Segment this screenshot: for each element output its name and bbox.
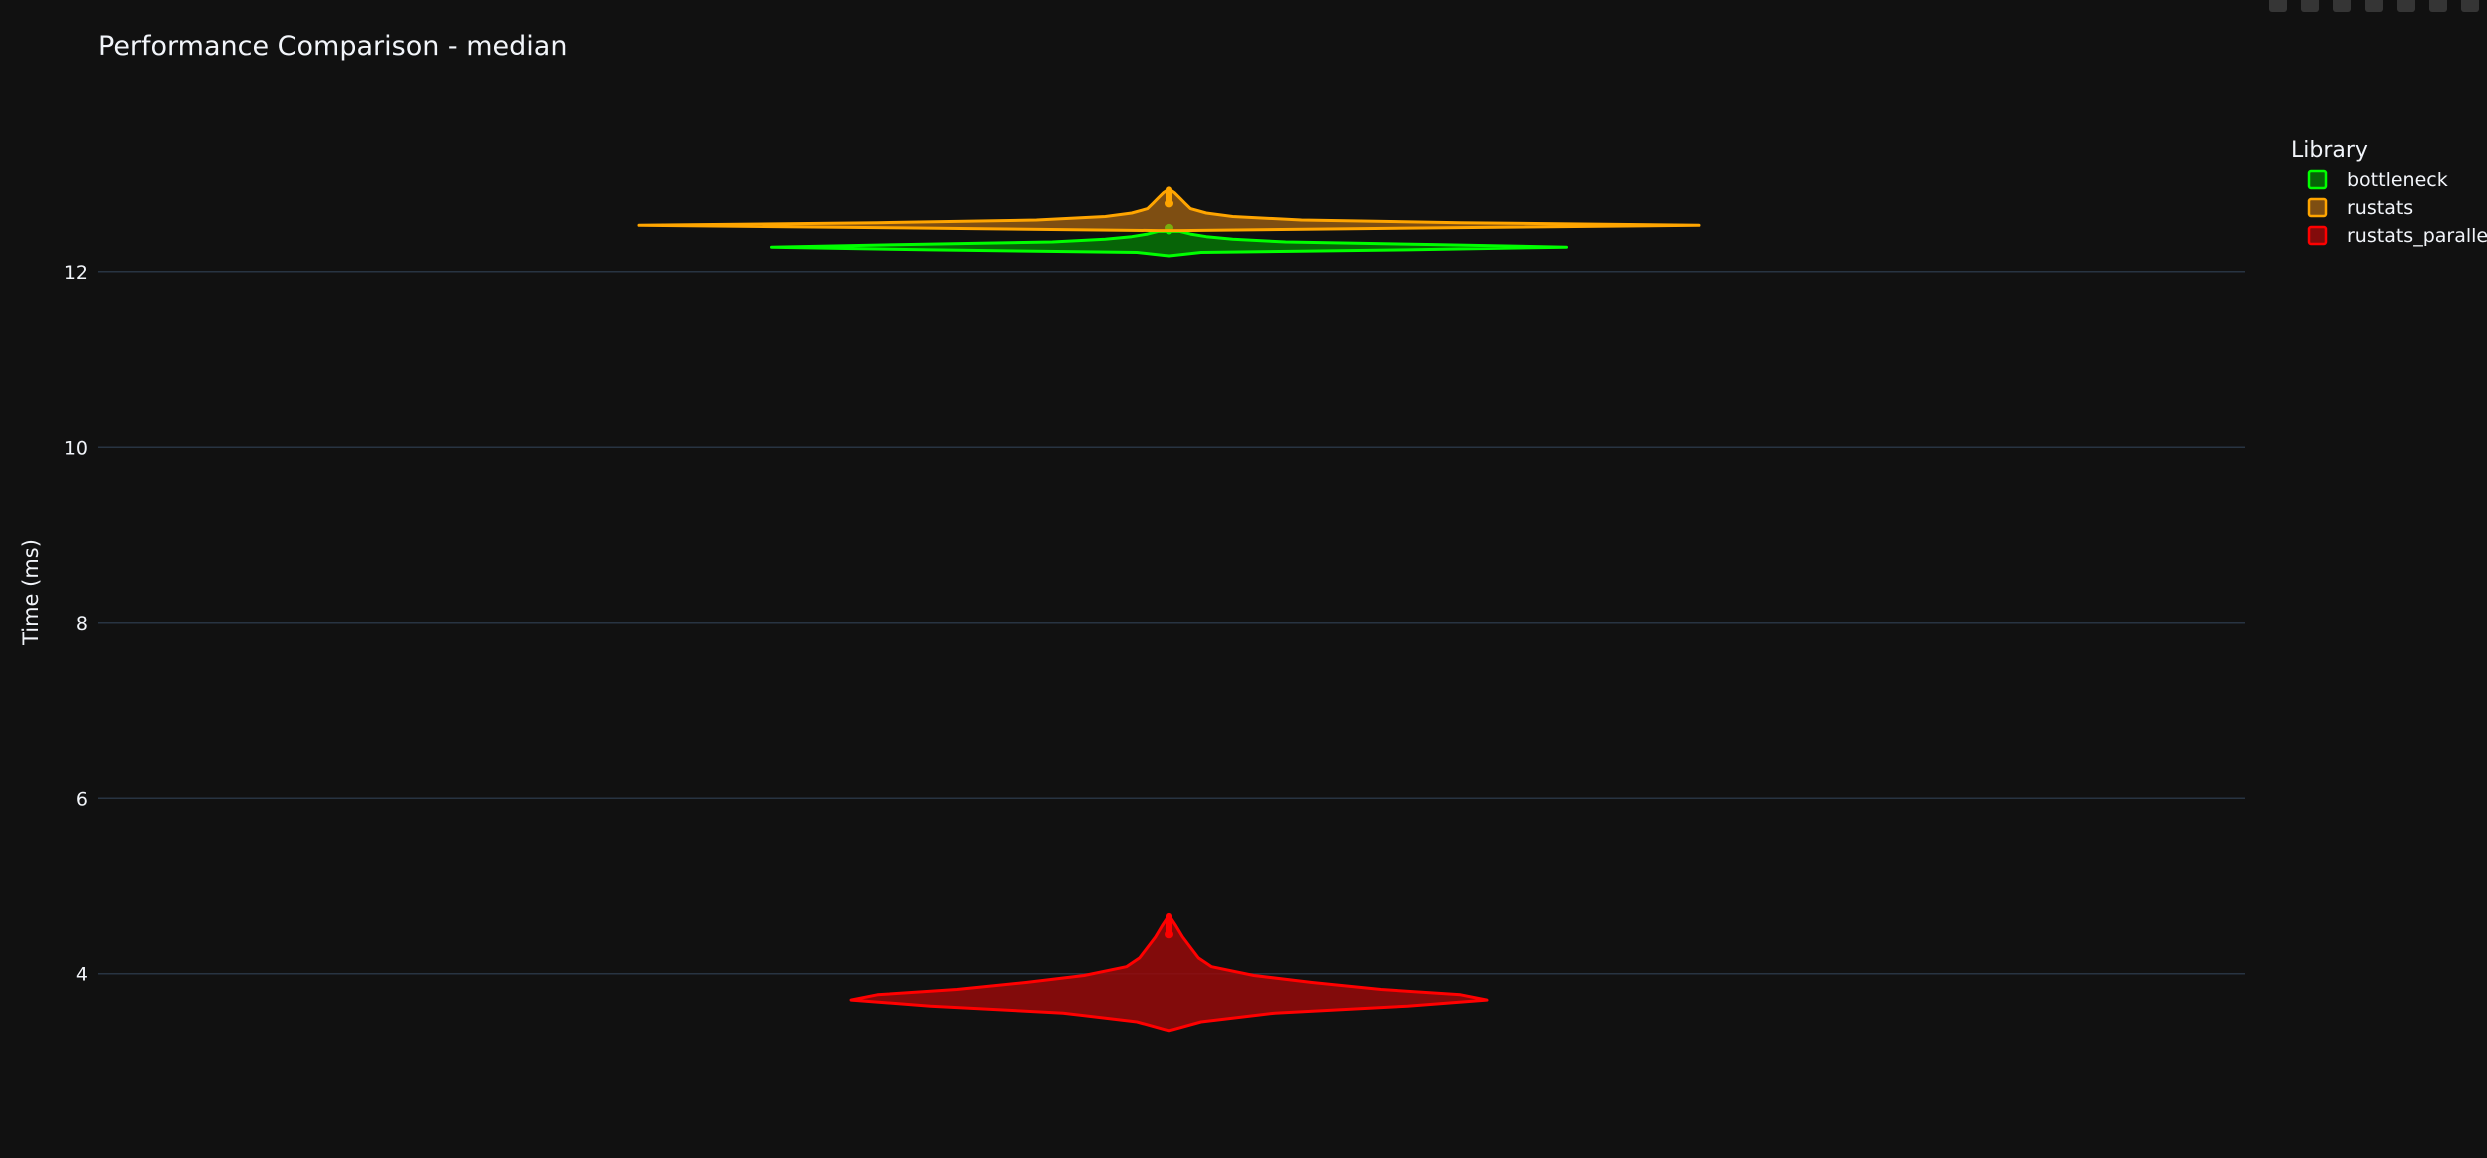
zoom-in-icon[interactable] (2365, 0, 2383, 12)
y-axis-ticks: 4 6 8 10 12 (64, 262, 88, 986)
y-tick-label: 8 (76, 613, 88, 635)
legend: Library bottleneck rustats rustats_paralle… (2291, 138, 2487, 247)
y-tick-label: 10 (64, 437, 88, 459)
chart-title: Performance Comparison - median (98, 31, 567, 62)
y-tick-label: 6 (76, 788, 88, 810)
legend-label-rustats[interactable]: rustats (2347, 197, 2413, 219)
chart-toolbar (2269, 0, 2479, 14)
legend-title: Library (2291, 138, 2368, 163)
pan-icon[interactable] (2333, 0, 2351, 12)
camera-icon[interactable] (2269, 0, 2287, 12)
legend-swatch-bottleneck[interactable] (2307, 169, 2328, 190)
y-tick-label: 12 (64, 262, 88, 284)
violin-plot-area[interactable] (637, 186, 1701, 1033)
legend-label-rustats_parallel[interactable]: rustats_parallel (2347, 225, 2487, 247)
legend-swatch-rustats_parallel[interactable] (2307, 225, 2328, 246)
y-tick-label: 4 (76, 964, 88, 986)
legend-label-bottleneck[interactable]: bottleneck (2347, 169, 2448, 191)
autoscale-icon[interactable] (2429, 0, 2447, 12)
gridlines (98, 271, 2245, 975)
home-icon[interactable] (2461, 0, 2479, 12)
legend-swatch-rustats[interactable] (2307, 197, 2328, 218)
zoom-out-icon[interactable] (2397, 0, 2415, 12)
zoom-icon[interactable] (2301, 0, 2319, 12)
median-marker-rustats_parallel (1165, 930, 1173, 939)
violin-bottleneck[interactable] (770, 229, 1568, 258)
y-axis-title: Time (ms) (19, 539, 43, 646)
median-marker-rustats (1165, 199, 1173, 208)
